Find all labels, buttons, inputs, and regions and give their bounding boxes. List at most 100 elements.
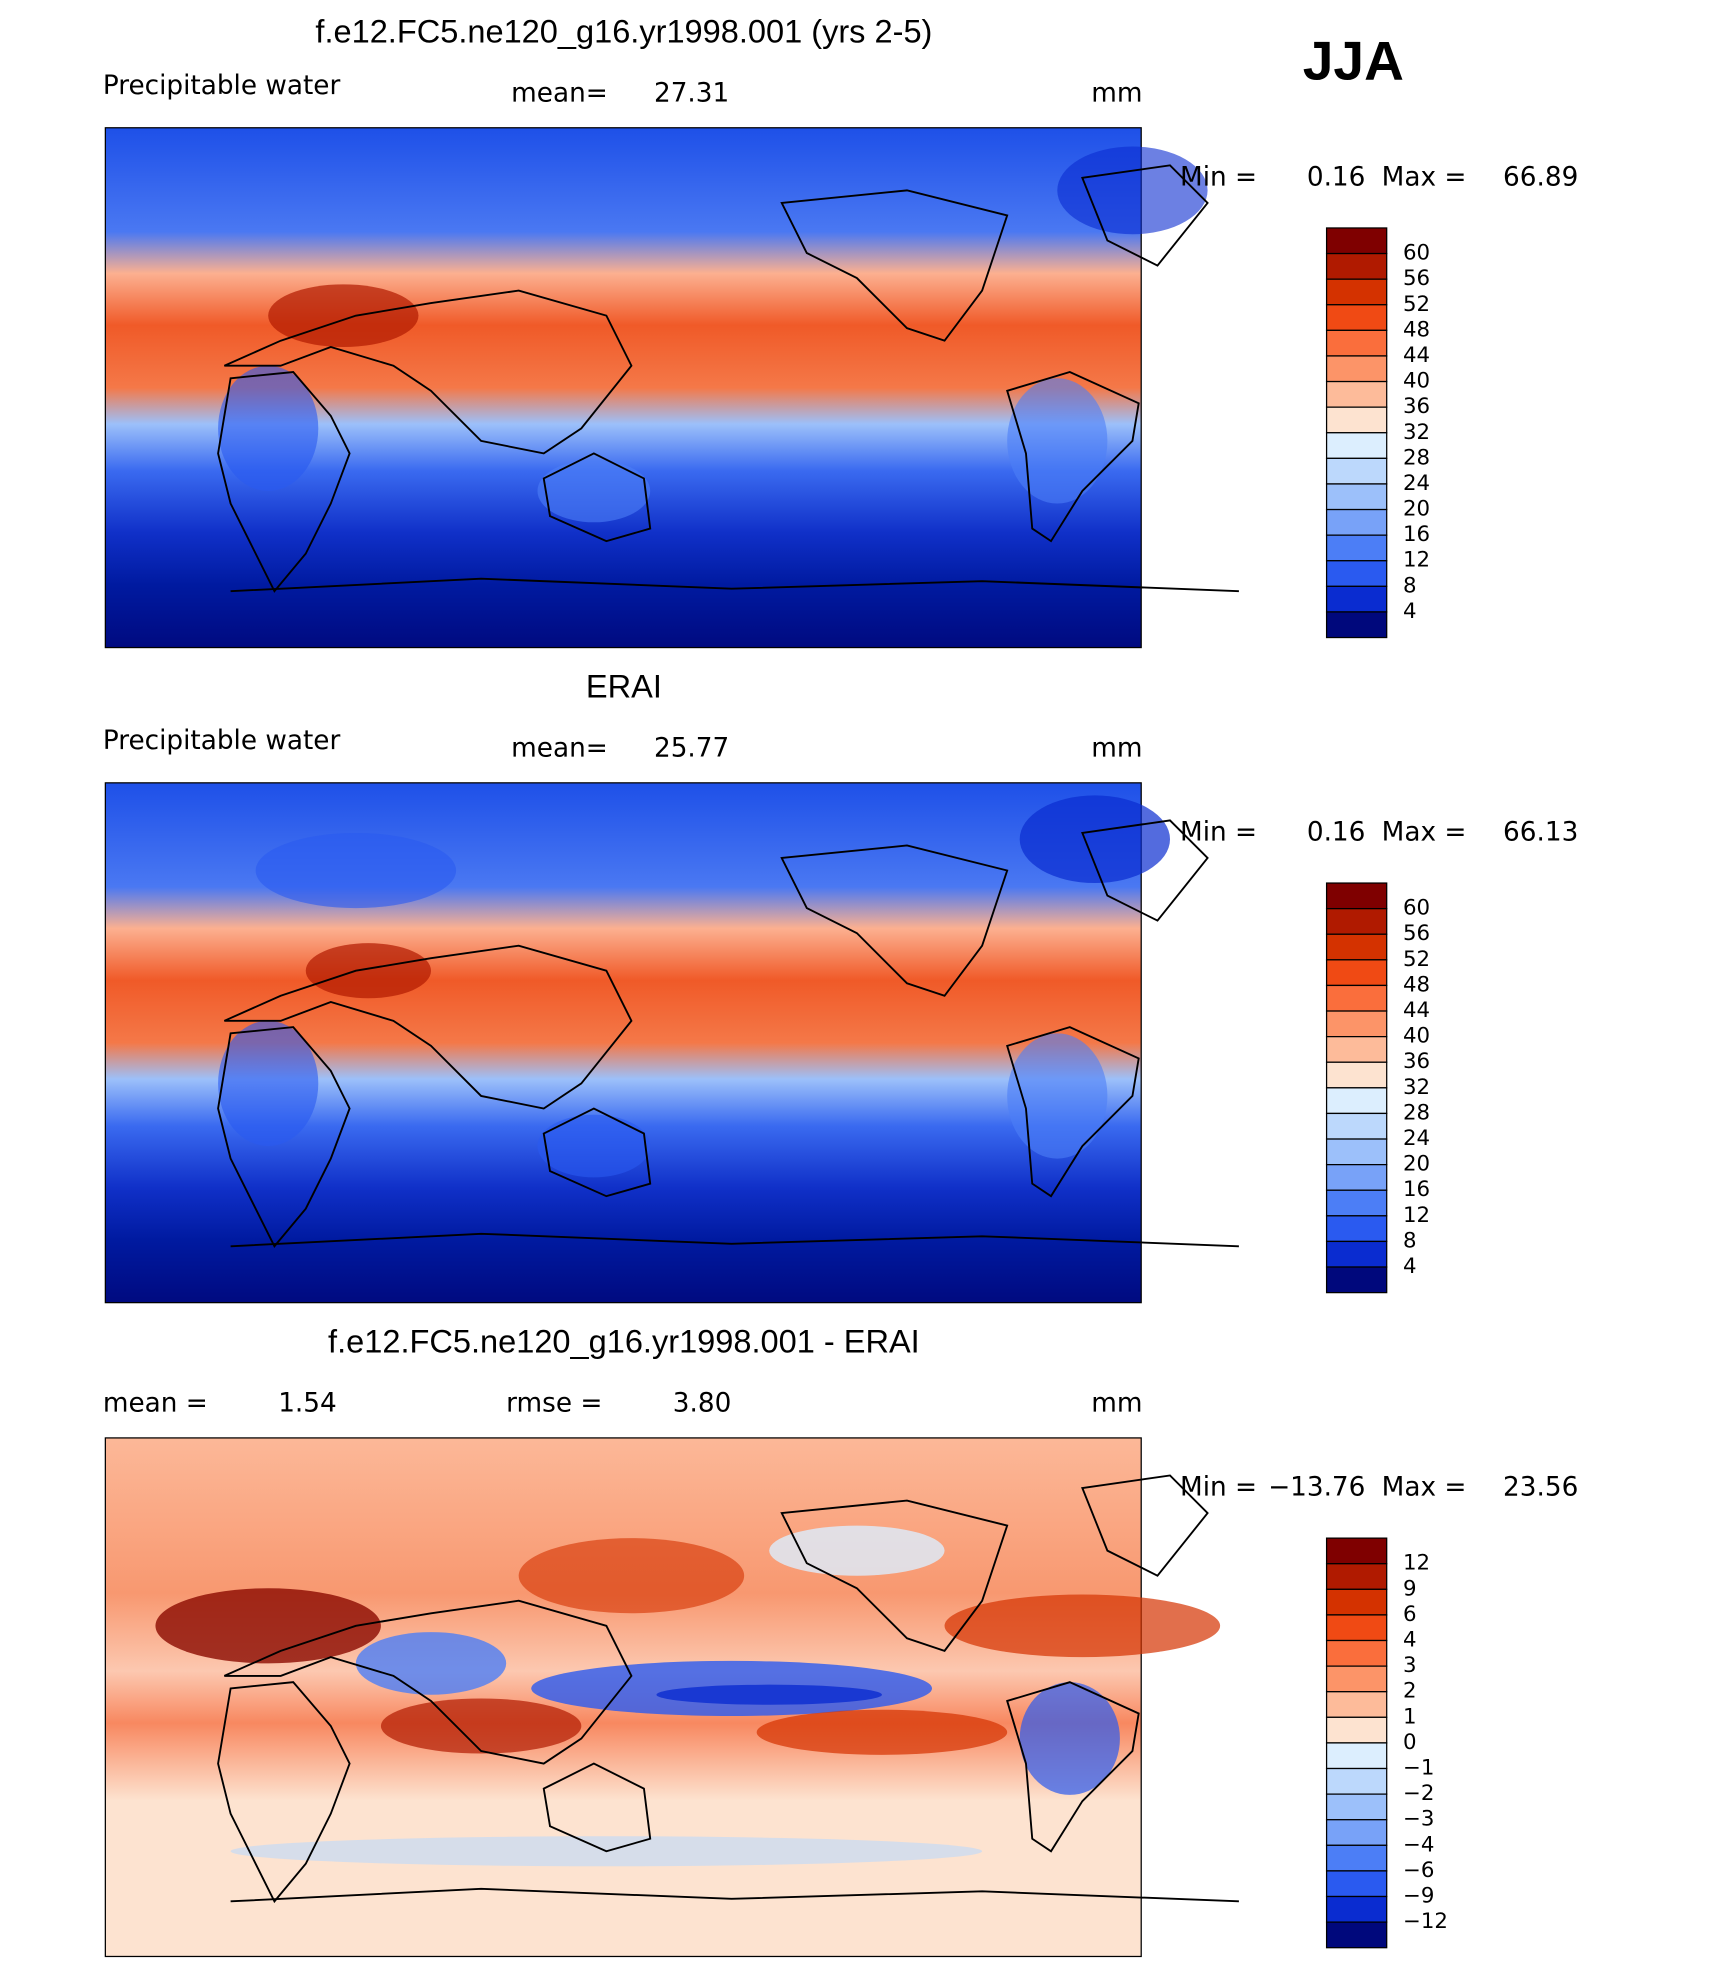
colorbar-label: 24 xyxy=(1403,471,1430,496)
map xyxy=(104,127,1240,649)
colorbar-label: 8 xyxy=(1403,1228,1417,1253)
colorbar-box xyxy=(1325,1112,1388,1140)
colorbar-label: 48 xyxy=(1403,972,1430,997)
colorbar-box xyxy=(1325,611,1388,639)
colorbar-box xyxy=(1325,1087,1388,1115)
colorbar-box xyxy=(1325,560,1388,587)
colorbar-box xyxy=(1325,534,1388,562)
colorbar-label: 32 xyxy=(1403,1075,1430,1100)
colorbar-label: 8 xyxy=(1403,573,1417,598)
colorbar-box xyxy=(1325,1639,1388,1667)
colorbar-label: 1 xyxy=(1403,1704,1417,1729)
panel-title: ERAI xyxy=(586,668,662,704)
colorbar-box xyxy=(1325,1266,1388,1294)
colorbar-box xyxy=(1325,1742,1388,1770)
colorbar-label: 44 xyxy=(1403,343,1430,368)
colorbar-box xyxy=(1325,1665,1388,1693)
colorbar-label: 60 xyxy=(1403,896,1430,921)
panel-title: f.e12.FC5.ne120_g16.yr1998.001 (yrs 2-5) xyxy=(315,13,932,49)
colorbar-label: 20 xyxy=(1403,497,1430,522)
colorbar-label: 12 xyxy=(1403,1551,1430,1576)
colorbar-label: 40 xyxy=(1403,369,1430,394)
colorbar-label: 28 xyxy=(1403,445,1430,470)
colorbar-label: 6 xyxy=(1403,1602,1417,1627)
colorbar-box xyxy=(1325,959,1388,987)
colorbar-label: 36 xyxy=(1403,394,1430,419)
colorbar-box xyxy=(1325,1061,1388,1089)
stat-label: mean = xyxy=(103,1389,208,1419)
max-label: Max = xyxy=(1382,162,1467,192)
colorbar-label: 20 xyxy=(1403,1152,1430,1177)
colorbar-label: 24 xyxy=(1403,1126,1430,1151)
colorbar-box xyxy=(1325,329,1388,357)
colorbar-label: −1 xyxy=(1403,1756,1434,1781)
colorbar-label: 28 xyxy=(1403,1100,1430,1125)
colorbar-box xyxy=(1325,933,1388,961)
colorbar-label: 12 xyxy=(1403,548,1430,573)
colorbar-label: 52 xyxy=(1403,292,1430,317)
colorbar-box xyxy=(1325,1010,1388,1038)
colorbar-box xyxy=(1325,1819,1388,1846)
colorbar-label: 56 xyxy=(1403,921,1430,946)
variable-label: Precipitable water xyxy=(103,726,341,756)
colorbar-label: 3 xyxy=(1403,1653,1417,1678)
colorbar-label: −2 xyxy=(1403,1781,1434,1806)
colorbar-label: 4 xyxy=(1403,1628,1417,1653)
colorbar-box xyxy=(1325,908,1388,935)
colorbar-label: −3 xyxy=(1403,1807,1434,1832)
colorbar-box xyxy=(1325,483,1388,511)
min-value: 0.16 xyxy=(1307,162,1366,192)
stat-value: 27.31 xyxy=(654,78,729,108)
colorbar-box xyxy=(1325,508,1388,536)
colorbar-box xyxy=(1325,1588,1388,1616)
colorbar-box xyxy=(1325,380,1388,408)
colorbar-box xyxy=(1325,1793,1388,1821)
colorbar-label: −4 xyxy=(1403,1832,1434,1857)
colorbar-box xyxy=(1325,406,1388,434)
colorbar-box xyxy=(1325,1870,1388,1898)
units: mm xyxy=(1091,734,1142,764)
colorbar-box xyxy=(1325,1716,1388,1744)
colorbar-box xyxy=(1325,1215,1388,1243)
colorbar-label: −12 xyxy=(1403,1909,1448,1934)
colorbar-box xyxy=(1325,1844,1388,1872)
colorbar-box xyxy=(1325,304,1388,331)
colorbar-label: 16 xyxy=(1403,522,1430,547)
colorbar-box xyxy=(1325,1767,1388,1795)
colorbar-box xyxy=(1325,1036,1388,1063)
colorbar-label: 48 xyxy=(1403,317,1430,342)
colorbar-box xyxy=(1325,1240,1388,1268)
colorbar-box xyxy=(1325,1614,1388,1642)
stat-label: rmse = xyxy=(506,1389,602,1419)
colorbar-box xyxy=(1325,355,1388,383)
stat-value: 3.80 xyxy=(673,1389,732,1419)
colorbar-box xyxy=(1325,882,1388,910)
max-value: 66.13 xyxy=(1503,817,1578,847)
colorbar-box xyxy=(1325,1895,1388,1923)
panel-title: f.e12.FC5.ne120_g16.yr1998.001 - ERAI xyxy=(328,1324,920,1360)
colorbar-box xyxy=(1325,1138,1388,1166)
colorbar-label: −9 xyxy=(1403,1884,1434,1909)
colorbar-label: 32 xyxy=(1403,420,1430,445)
colorbar-label: 16 xyxy=(1403,1177,1430,1202)
min-label: Min = xyxy=(1180,1473,1257,1503)
colorbar-box xyxy=(1325,1691,1388,1718)
colorbar-box xyxy=(1325,984,1388,1012)
colorbar-label: 2 xyxy=(1403,1679,1417,1704)
colorbar-box xyxy=(1325,1537,1388,1565)
stat-value: 1.54 xyxy=(278,1389,337,1419)
stat-label: mean= xyxy=(511,78,608,108)
colorbar-box xyxy=(1325,227,1388,255)
stat-label: mean= xyxy=(511,734,608,764)
max-value: 66.89 xyxy=(1503,162,1578,192)
colorbar-box xyxy=(1325,278,1388,306)
colorbar-label: 12 xyxy=(1403,1203,1430,1228)
variable-label: Precipitable water xyxy=(103,71,341,101)
colorbar-label: 9 xyxy=(1403,1576,1417,1601)
colorbar-box xyxy=(1325,585,1388,613)
colorbar-box xyxy=(1325,457,1388,485)
colorbar-label: 56 xyxy=(1403,266,1430,291)
colorbar-box xyxy=(1325,432,1388,459)
max-label: Max = xyxy=(1382,1473,1467,1503)
